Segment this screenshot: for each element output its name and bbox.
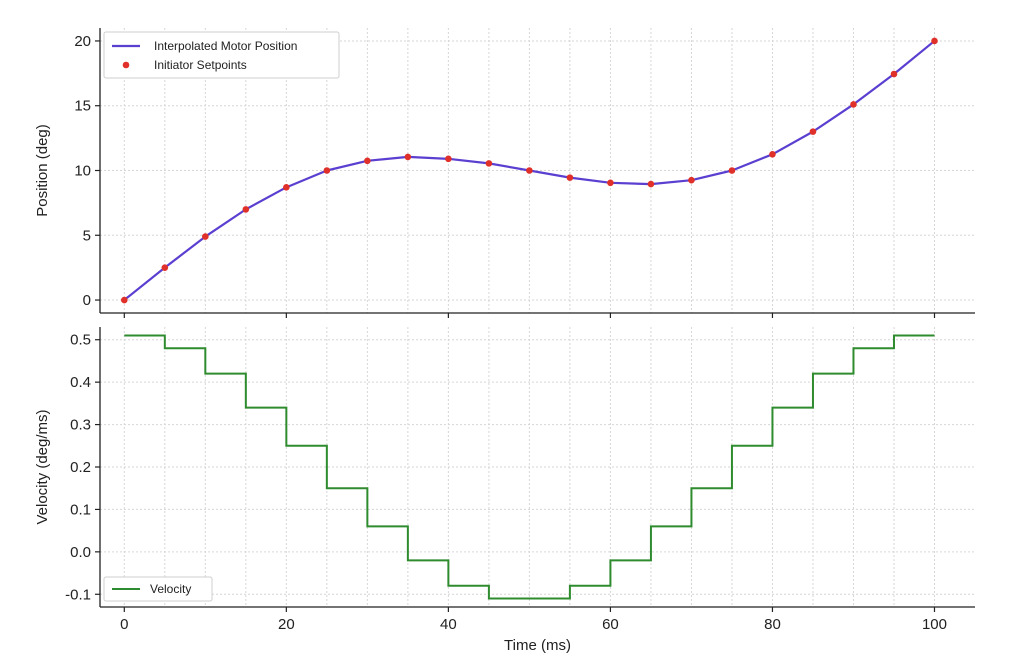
x-tick-label: 80 — [764, 616, 781, 633]
setpoint-marker — [809, 128, 817, 135]
legend-label: Initiator Setpoints — [154, 58, 247, 72]
legend-box — [103, 31, 340, 79]
setpoint-marker — [323, 167, 331, 174]
legend-swatch-marker — [122, 61, 130, 69]
setpoint-marker — [485, 160, 493, 167]
setpoint-marker — [121, 296, 128, 304]
legend-position: Interpolated Motor Position Initiator Set… — [103, 31, 340, 79]
y-tick-label: 0.4 — [70, 374, 91, 391]
x-tick-label: 0 — [120, 616, 128, 633]
setpoint-marker — [404, 153, 412, 161]
setpoint-marker — [607, 179, 614, 187]
legend-label: Velocity — [150, 582, 191, 596]
x-tick-label: 20 — [278, 616, 295, 633]
y-tick-label: 10 — [74, 163, 91, 180]
position-panel: 0 5 10 15 20 Position (deg) Interpolated Motor… — [34, 28, 975, 318]
x-tick-label: 100 — [922, 616, 947, 633]
y-tick-label: 0.2 — [70, 459, 91, 476]
y-tick-label: 20 — [74, 33, 91, 50]
setpoint-marker — [526, 167, 533, 174]
y-tick-label: -0.1 — [65, 586, 91, 603]
velocity-panel: -0.1 0.0 0.1 0.2 0.3 0.4 0.5 0 20 40 60 80 100 Veloci… — [34, 327, 975, 654]
setpoint-marker — [364, 157, 371, 165]
y-tick-label: 0.3 — [70, 417, 91, 434]
setpoint-marker — [728, 167, 736, 174]
x-axis-label: Time (ms) — [504, 637, 571, 654]
setpoint-marker — [161, 264, 169, 271]
setpoint-marker — [283, 184, 290, 191]
legend-box — [103, 576, 213, 602]
y-tick-label: 15 — [74, 98, 91, 115]
y-tick-label: 5 — [83, 227, 91, 244]
setpoint-marker — [242, 206, 250, 213]
setpoint-marker — [850, 101, 857, 108]
x-tick-label: 40 — [440, 616, 457, 633]
setpoint-marker — [566, 174, 574, 181]
setpoint-marker — [445, 155, 452, 163]
y-tick-label: 0.5 — [70, 332, 91, 349]
setpoint-marker — [647, 180, 655, 188]
legend-label: Interpolated Motor Position — [154, 39, 297, 53]
setpoint-marker — [890, 70, 898, 78]
y-axis-label: Position (deg) — [34, 124, 51, 217]
x-tick-label: 60 — [602, 616, 619, 633]
y-tick-label: 0.0 — [70, 544, 91, 561]
setpoint-marker — [688, 176, 695, 184]
series-line-velocity — [124, 334, 935, 600]
y-tick-label: 0.1 — [70, 501, 91, 518]
legend-velocity: Velocity — [103, 576, 213, 602]
y-tick-label: 0 — [83, 292, 91, 309]
y-axis-label: Velocity (deg/ms) — [34, 409, 51, 524]
setpoint-marker — [769, 151, 776, 158]
setpoint-marker — [931, 37, 938, 45]
setpoint-marker — [202, 233, 209, 240]
